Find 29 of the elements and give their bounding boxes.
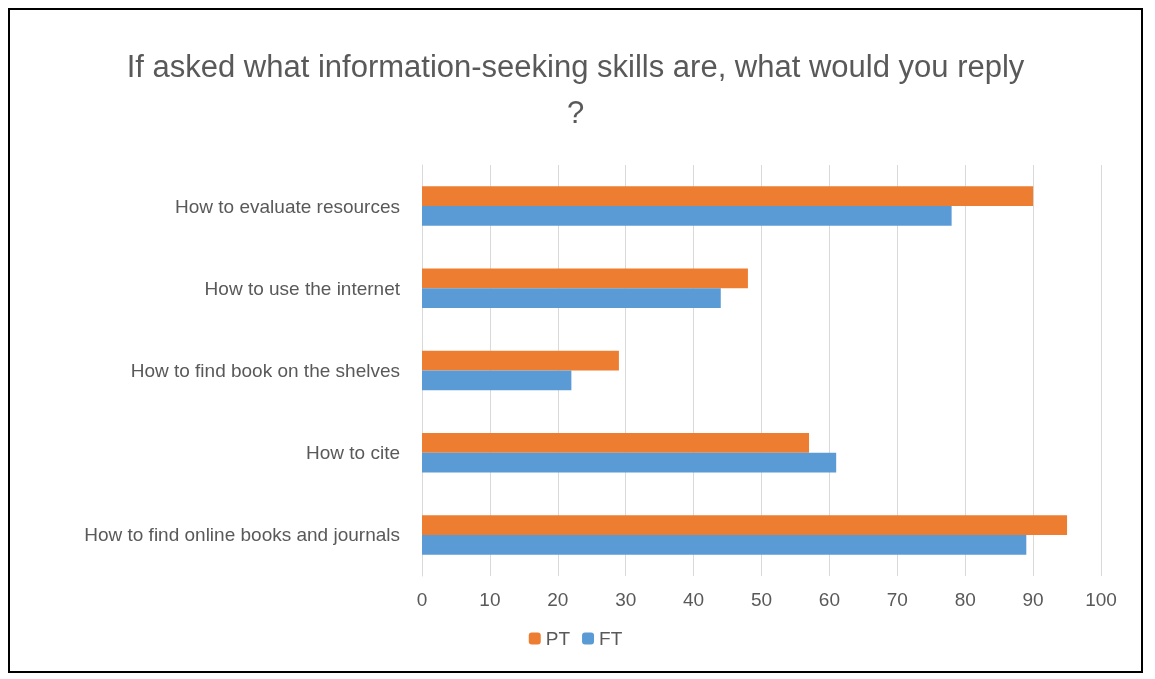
bar	[422, 515, 1068, 535]
x-tick-label: 90	[1022, 589, 1044, 610]
x-tick-label: 40	[683, 589, 705, 610]
x-tick-label: 60	[818, 589, 840, 610]
x-tick-label: 50	[750, 589, 773, 610]
x-tick-label: 70	[886, 589, 908, 610]
bar	[422, 268, 748, 289]
chart-title: If asked what information-seeking skills are, what would you reply?	[126, 48, 1025, 130]
x-tick-label: 10	[479, 589, 501, 610]
bar	[422, 350, 619, 371]
x-tick-label: 0	[416, 589, 428, 610]
x-tick-label: 30	[615, 589, 637, 610]
y-tick-label: How to cite	[306, 442, 400, 464]
bar	[422, 288, 721, 309]
legend-label: PT	[545, 628, 571, 649]
bar	[422, 432, 810, 453]
bar	[422, 206, 952, 226]
bar	[422, 534, 1027, 555]
y-tick-label: How to use the internet	[204, 277, 401, 299]
x-tick-label: 20	[547, 589, 569, 610]
x-tick-label: 100	[1085, 589, 1117, 610]
bar	[422, 370, 572, 391]
bar	[422, 452, 837, 473]
y-tick-label: How to evaluate resources	[175, 195, 400, 217]
bar	[422, 186, 1034, 207]
legend-label: FT	[599, 628, 623, 649]
y-tick-label: How to find book on the shelves	[130, 360, 400, 381]
y-tick-label: How to find online books and journals	[84, 524, 400, 546]
x-tick-label: 80	[954, 589, 976, 610]
